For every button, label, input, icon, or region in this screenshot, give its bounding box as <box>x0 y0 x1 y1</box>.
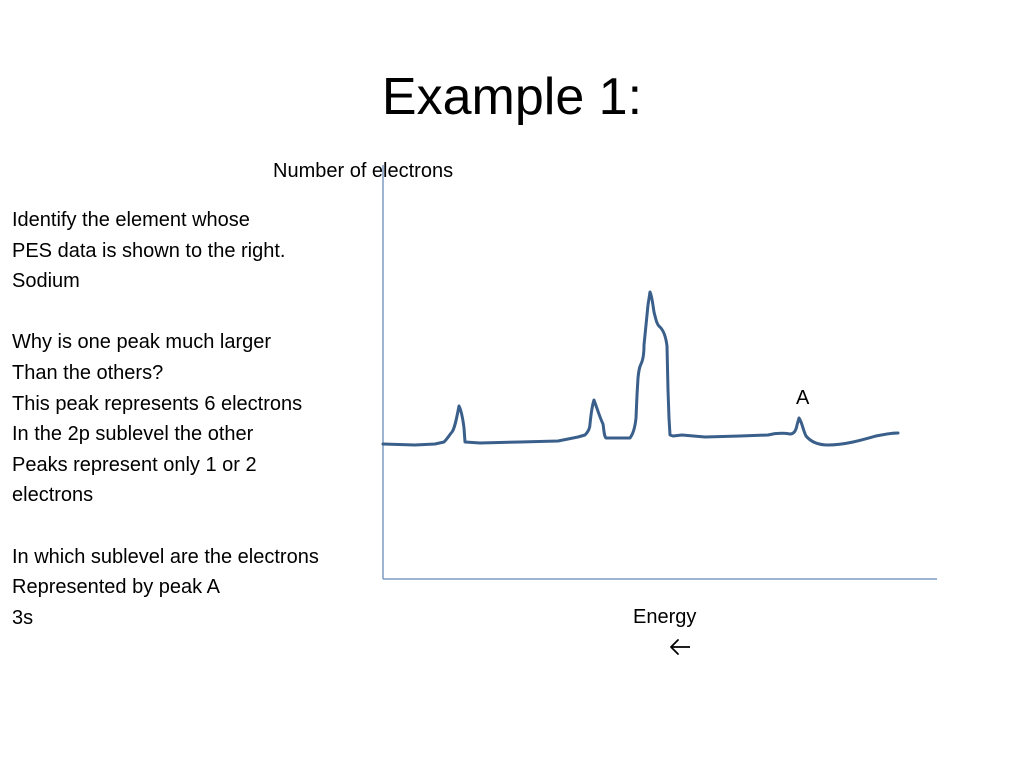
answer-line: Sodium <box>12 270 80 293</box>
y-axis-label: Number of electrons <box>273 160 454 182</box>
peak-a-label: A <box>796 387 810 409</box>
text-line: Than the others? <box>12 361 164 384</box>
text-line: PES data is shown to the right. <box>12 239 286 262</box>
text-line: In which sublevel are the electrons <box>12 545 319 568</box>
text-line: Identify the element whose <box>12 209 250 231</box>
answer-line: This peak represents 6 electrons <box>12 392 303 415</box>
answer-line: electrons <box>12 484 94 507</box>
answer-line: Peaks represent only 1 or 2 <box>12 453 257 476</box>
question-text-block: Identify the element whose PES data is s… <box>12 205 392 633</box>
left-arrow-icon <box>670 639 690 655</box>
slide-title: Example 1: <box>381 68 643 126</box>
answer-line: In the 2p sublevel the other <box>12 423 254 446</box>
answer-line: 3s <box>12 606 34 629</box>
text-line: Why is one peak much larger <box>12 331 272 354</box>
spectrum-line <box>381 290 900 447</box>
x-axis-label: Energy <box>633 606 697 628</box>
text-line: Represented by peak A <box>12 576 220 599</box>
